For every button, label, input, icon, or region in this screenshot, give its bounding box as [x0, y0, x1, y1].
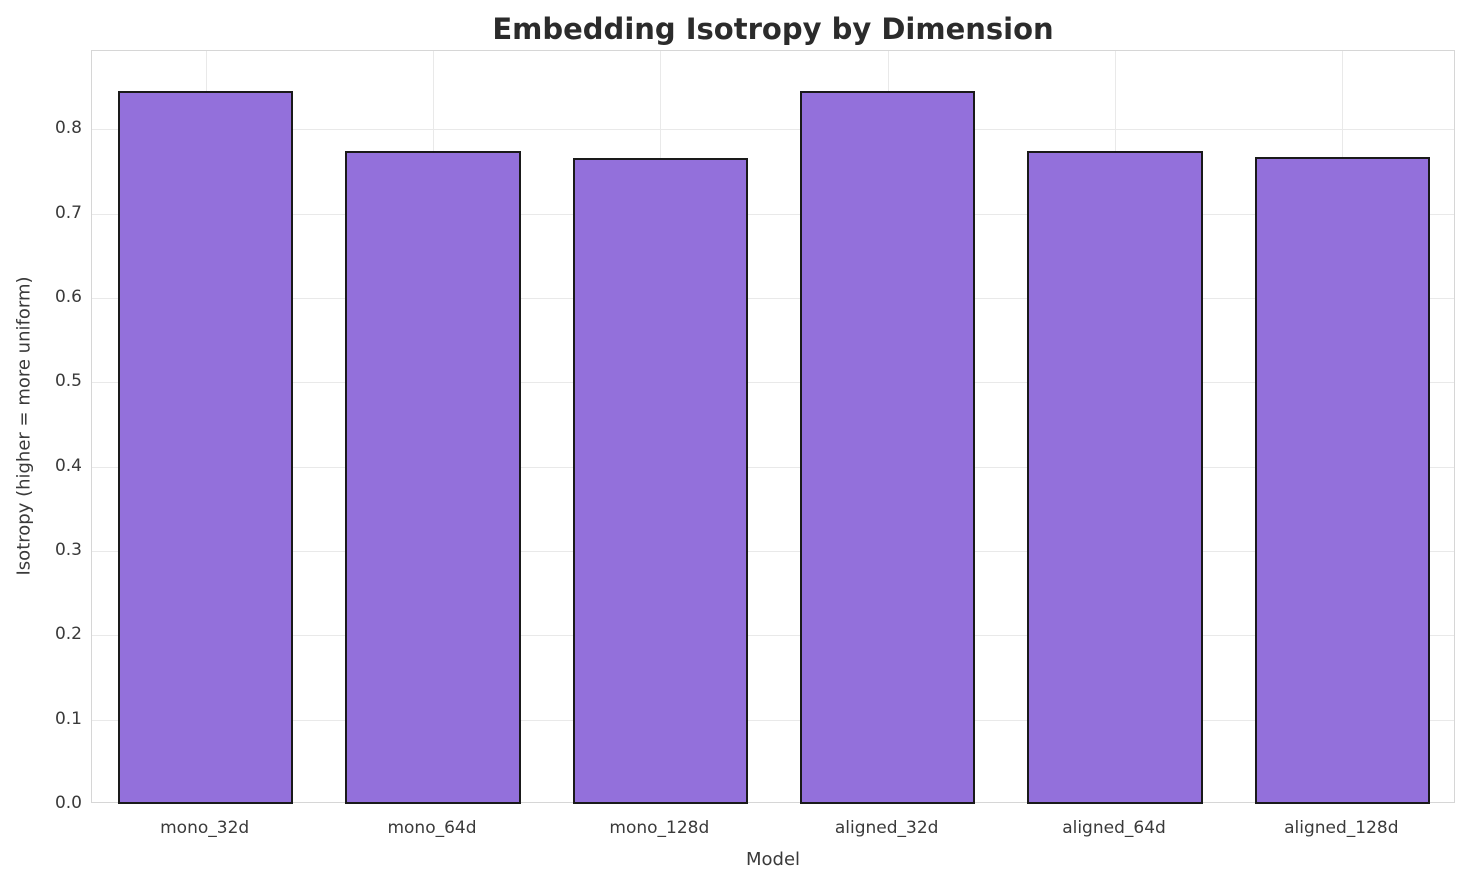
chart-title: Embedding Isotropy by Dimension: [492, 12, 1054, 46]
bar-aligned_32d: [800, 91, 976, 804]
y-axis-label: Isotropy (higher = more uniform): [13, 276, 35, 576]
bar-aligned_64d: [1027, 150, 1203, 804]
y-tick-label: 0.5: [54, 371, 82, 392]
horizontal-gridline: [92, 551, 1454, 553]
x-tick-label-aligned_32d: aligned_32d: [834, 818, 939, 838]
y-tick-label: 0.7: [54, 202, 82, 223]
y-tick-label: 0.0: [54, 793, 82, 813]
y-tick-label: 0.4: [54, 455, 82, 476]
x-tick-label-aligned_64d: aligned_64d: [1062, 818, 1166, 838]
bar-mono_32d: [118, 91, 294, 804]
horizontal-gridline: [92, 298, 1454, 300]
x-tick-label-aligned_128d: aligned_128d: [1284, 818, 1399, 838]
horizontal-gridline: [92, 129, 1454, 131]
horizontal-gridline: [92, 719, 1454, 721]
x-axis-label: Model: [745, 849, 801, 870]
plot-area: [91, 50, 1455, 804]
horizontal-gridline: [92, 213, 1454, 215]
y-tick-label: 0.2: [54, 624, 82, 645]
y-tick-label: 0.8: [54, 118, 82, 139]
bar-mono_128d: [572, 158, 748, 804]
x-tick-label-mono_128d: mono_128d: [609, 818, 710, 838]
y-tick-label: 0.6: [54, 287, 82, 308]
y-tick-label: 0.1: [54, 708, 82, 729]
horizontal-gridline: [92, 382, 1454, 384]
bar-aligned_128d: [1254, 157, 1430, 804]
bar-mono_64d: [345, 150, 521, 804]
x-tick-label-mono_32d: mono_32d: [160, 818, 250, 838]
horizontal-gridline: [92, 635, 1454, 637]
horizontal-gridline: [92, 466, 1454, 468]
x-tick-label-mono_64d: mono_64d: [387, 818, 477, 838]
y-tick-label: 0.3: [54, 540, 82, 561]
